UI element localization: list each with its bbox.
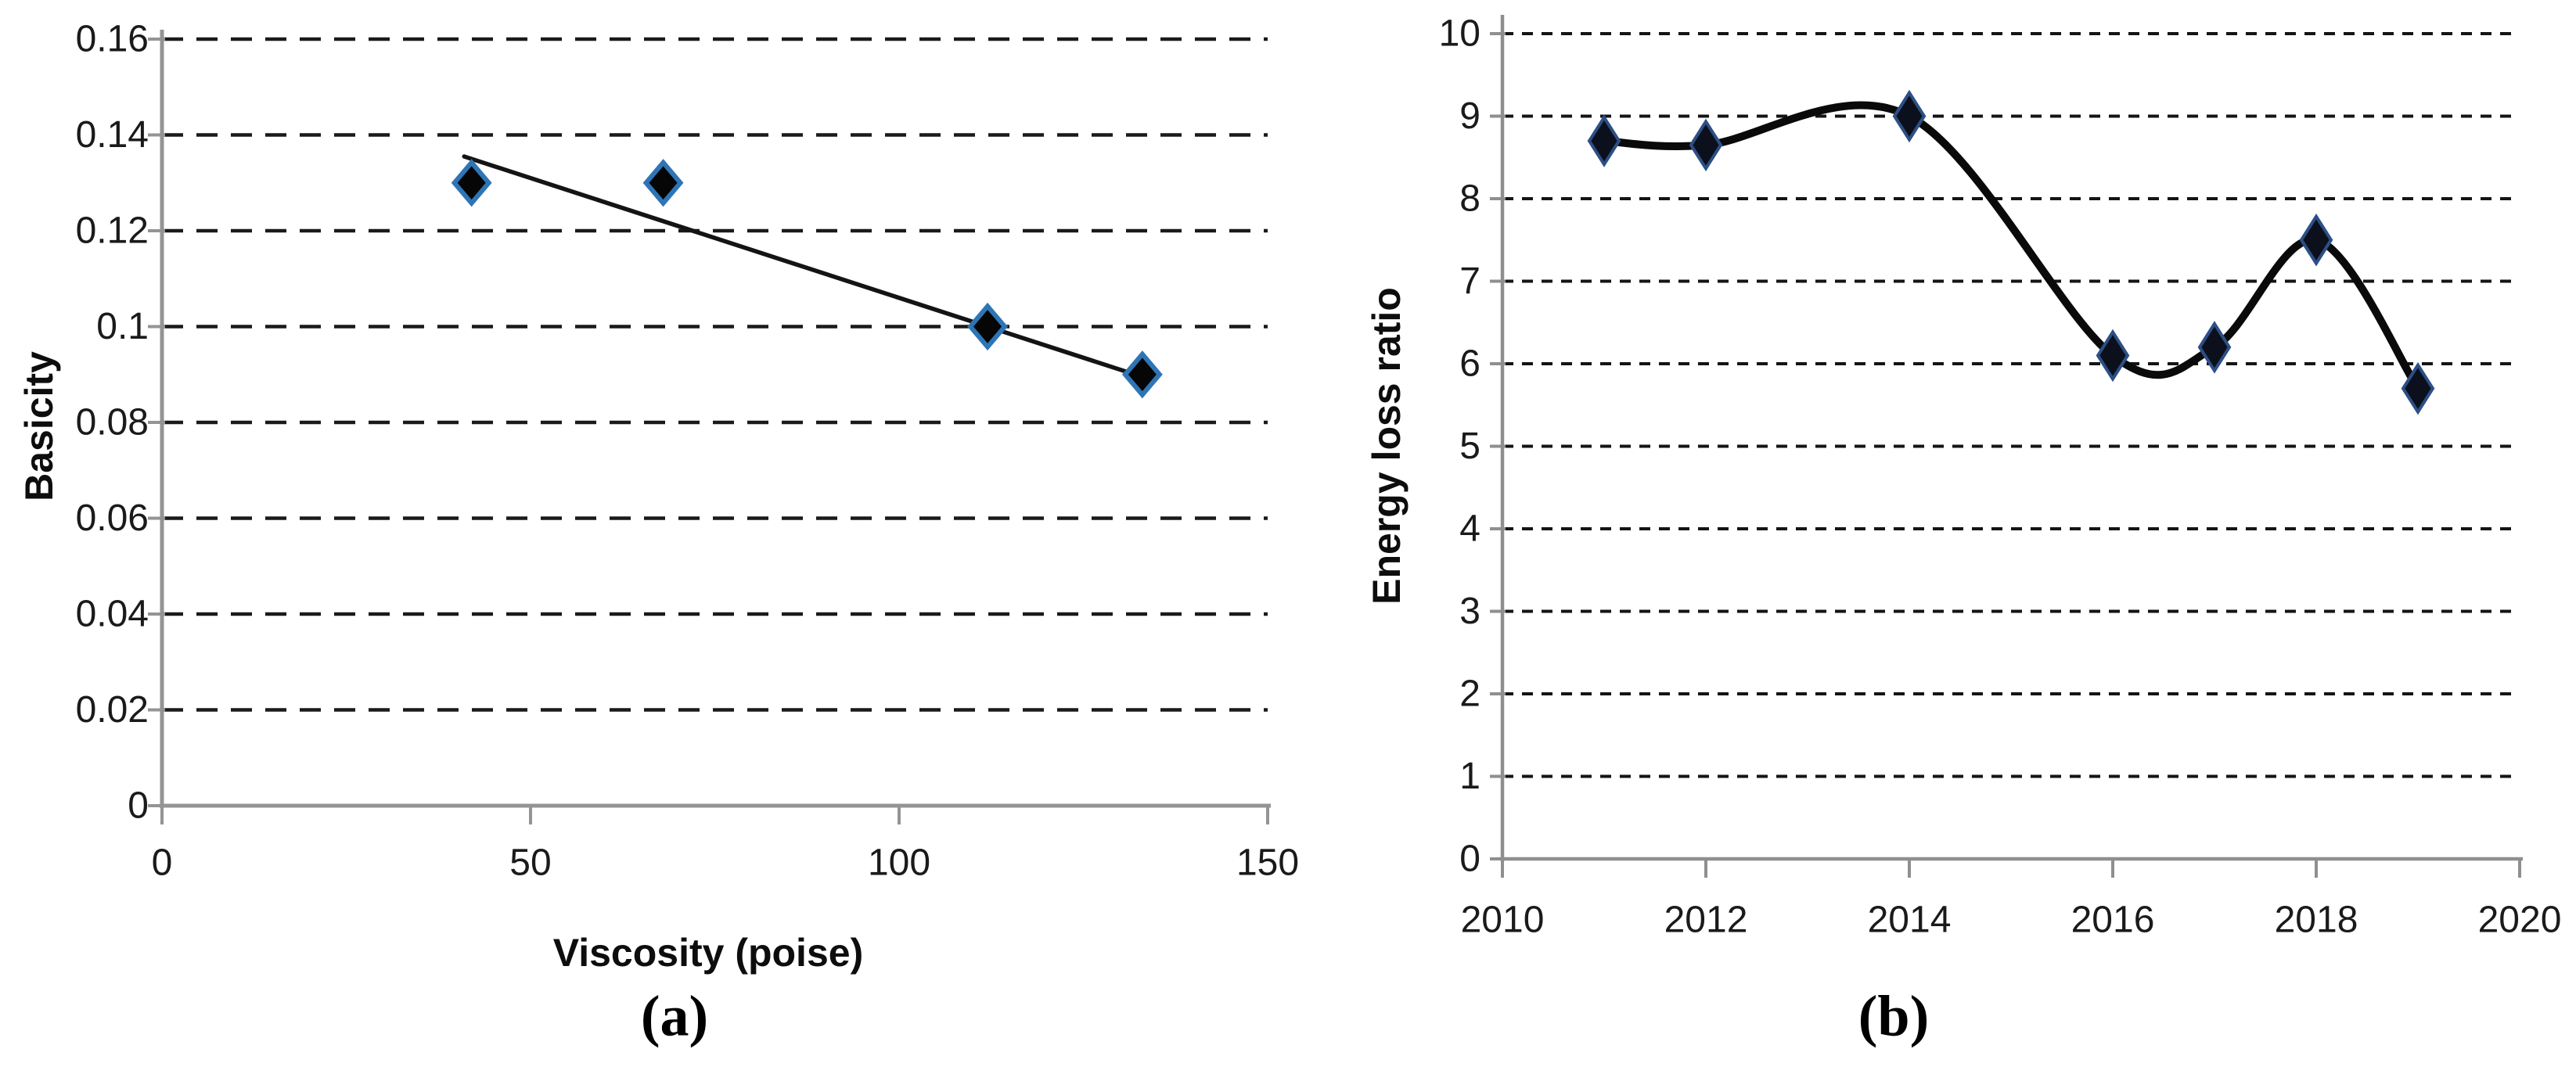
chart-a-y-tick-label: 0.02 [76, 689, 149, 731]
chart-a-trendline [462, 154, 1130, 375]
chart-b-y-tick-label: 8 [1459, 178, 1480, 220]
chart-b-y-tick-label: 10 [1439, 13, 1480, 55]
chart-b-y-tick-label: 0 [1459, 839, 1480, 880]
chart-b-x-tick-label: 2018 [2275, 900, 2358, 941]
chart-a-y-tick-label: 0.14 [76, 114, 149, 156]
chart-b-caption: (b) [1858, 984, 1930, 1049]
chart-b-x-tick-label: 2016 [2071, 900, 2155, 941]
chart-a-x-axis-title: Viscosity (poise) [552, 931, 864, 975]
chart-a-y-axis-title: Basicity [17, 351, 61, 501]
chart-b-data-point-marker [2197, 321, 2232, 374]
chart-a-x-tick-label: 50 [509, 842, 551, 884]
chart-b-y-tick-label: 6 [1459, 343, 1480, 385]
chart-b-x-tick-label: 2020 [2478, 900, 2562, 941]
chart-a-caption: (a) [640, 984, 709, 1049]
chart-a-x-tick-label: 100 [868, 842, 930, 884]
chart-a-y-tick-label: 0.1 [96, 306, 149, 347]
chart-a-y-tick-label: 0 [128, 785, 149, 827]
chart-b-y-tick-label: 2 [1459, 673, 1480, 715]
chart-b-y-tick-label: 7 [1459, 260, 1480, 302]
chart-b-data-point-marker [1689, 118, 1723, 172]
chart-a: 0 0.02 0.04 0.06 0.08 0.1 0.12 0.14 0.16 0 50 100 15… [76, 19, 1299, 884]
chart-a-data-point-marker [642, 159, 684, 207]
chart-b-y-tick-label: 3 [1459, 591, 1480, 632]
chart-a-y-tick-label: 0.12 [76, 210, 149, 252]
chart-b-data-point-marker [1587, 114, 1621, 167]
chart-b-y-tick-label: 4 [1459, 508, 1480, 550]
chart-b-x-tick-label: 2010 [1461, 900, 1545, 941]
chart-a-data-point-marker [967, 302, 1008, 351]
chart-b-data-point-marker [2401, 361, 2435, 415]
chart-b-y-tick-label: 5 [1459, 426, 1480, 467]
chart-b-y-axis-title: Energy loss ratio [1365, 287, 1409, 605]
chart-a-y-tick-label: 0.06 [76, 497, 149, 539]
chart-b-x-tick-label: 2012 [1664, 900, 1748, 941]
chart-a-y-tick-label: 0.08 [76, 402, 149, 444]
chart-b-data-line [1600, 101, 2422, 393]
chart-a-data-point-marker [1121, 350, 1163, 399]
chart-b-y-tick-label: 9 [1459, 95, 1480, 137]
chart-b-data-point-marker [1892, 89, 1927, 143]
chart-a-y-tick-label: 0.04 [76, 594, 149, 635]
chart-b-x-tick-label: 2014 [1868, 900, 1952, 941]
chart-b-data-point-marker [2096, 329, 2130, 383]
chart-b-y-tick-label: 1 [1459, 756, 1480, 797]
chart-a-x-tick-label: 0 [152, 842, 173, 884]
chart-a-x-tick-label: 150 [1236, 842, 1299, 884]
chart-a-y-tick-label: 0.16 [76, 19, 149, 60]
chart-a-data-point-marker [451, 159, 492, 207]
chart-b-data-point-marker [2299, 214, 2333, 267]
chart-b: 0 1 2 3 4 5 6 7 8 9 10 2010 2012 2014 2016 2018 2020 [1439, 13, 2562, 941]
